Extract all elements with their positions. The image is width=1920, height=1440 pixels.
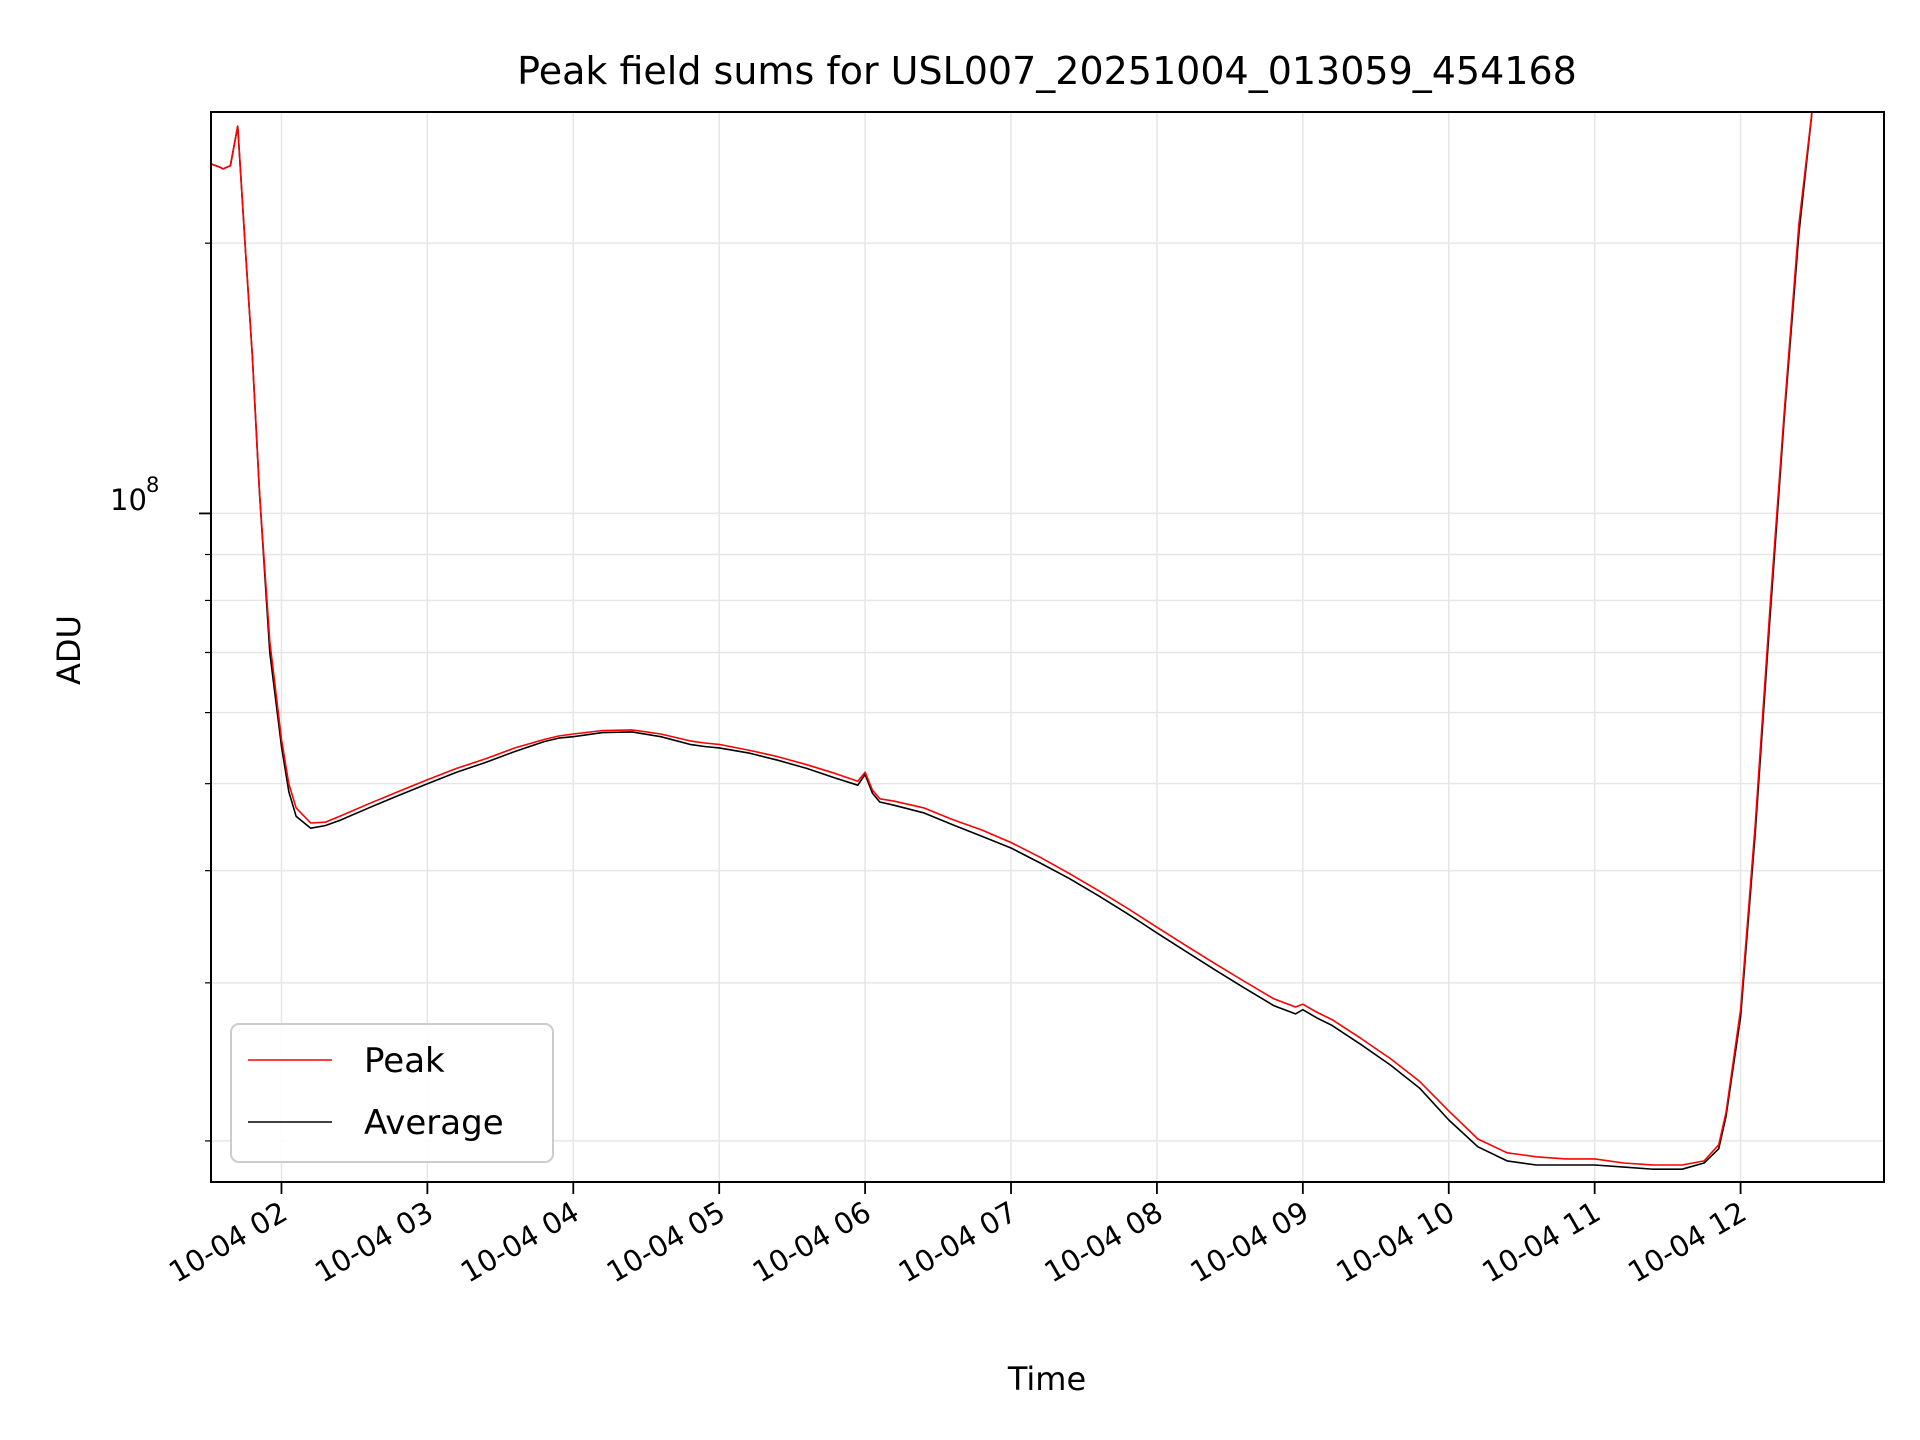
y-tick-label-base: 10	[110, 483, 147, 517]
y-axis-label: ADU	[50, 615, 88, 685]
legend-label-average: Average	[364, 1103, 504, 1143]
y-tick-label-exponent: 8	[146, 473, 159, 497]
series-line-peak	[211, 112, 1813, 1166]
x-axis-label: Time	[1007, 1360, 1086, 1398]
legend-box	[230, 1023, 554, 1163]
plot-area-frame	[210, 111, 1885, 1183]
series-line-average	[211, 112, 1813, 1170]
legend-label-peak: Peak	[364, 1041, 445, 1081]
series-layer	[211, 112, 1813, 1170]
y-axis-ticks	[199, 242, 211, 1142]
legend: Peak Average	[230, 1023, 554, 1163]
y-tick-label-major: 10 8	[110, 473, 159, 517]
chart-title: Peak field sums for USL007_20251004_0130…	[517, 49, 1577, 93]
